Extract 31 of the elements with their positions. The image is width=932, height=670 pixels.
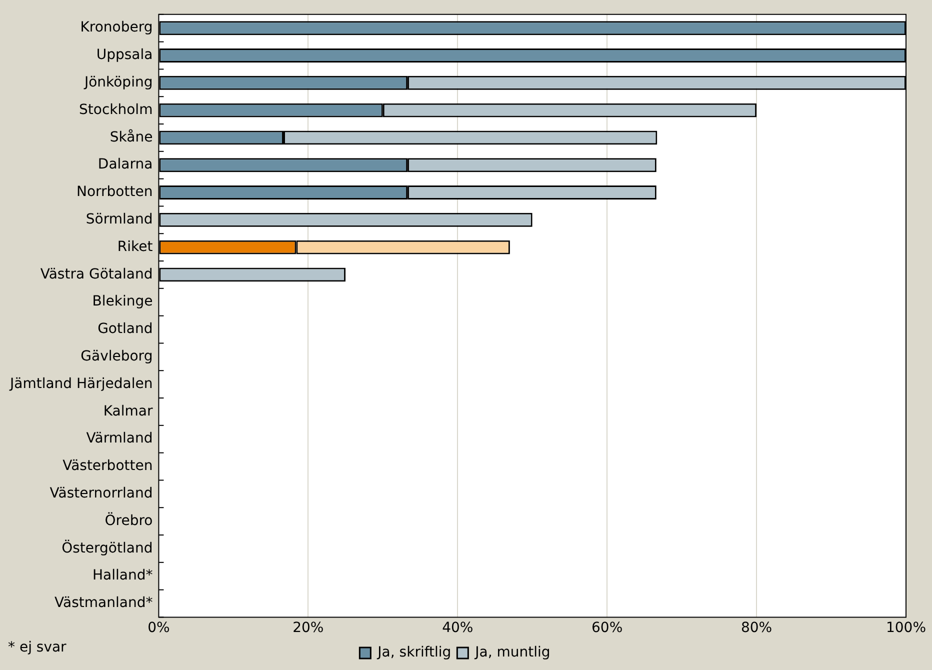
- y-tick-label: Värmland: [86, 430, 153, 447]
- y-tick-label: Kalmar: [103, 403, 153, 420]
- y-tick-label: Jönköping: [83, 74, 153, 91]
- y-tick-label: Kronoberg: [80, 20, 153, 36]
- y-tick-label: Västmanland*: [54, 595, 153, 612]
- x-tick-label: 20%: [292, 620, 324, 636]
- y-tick-label: Skåne: [110, 128, 153, 146]
- y-tick-label: Blekinge: [92, 294, 153, 310]
- y-tick-label: Örebro: [104, 512, 153, 529]
- x-tick-label: 100%: [886, 620, 926, 636]
- y-tick-label: Dalarna: [98, 156, 153, 173]
- y-tick-label: Jämtland Härjedalen: [8, 376, 153, 392]
- y-tick-label: Uppsala: [96, 47, 153, 64]
- y-tick-label: Halland*: [92, 568, 153, 584]
- legend-label: Ja, skriftlig: [376, 644, 452, 661]
- y-tick-label: Östergötland: [62, 539, 153, 556]
- legend-label: Ja, muntlig: [474, 644, 550, 661]
- x-tick-label: 40%: [442, 620, 474, 636]
- y-tick-label: Gotland: [98, 321, 153, 338]
- y-tick-label: Västra Götaland: [40, 266, 153, 282]
- y-tick-label: Sörmland: [86, 212, 153, 228]
- y-tick-label: Gävleborg: [80, 348, 153, 365]
- y-tick-label: Stockholm: [79, 102, 153, 118]
- x-tick-label: 80%: [740, 620, 772, 636]
- x-tick-label: 60%: [592, 620, 623, 636]
- y-tick-label: Norrbotten: [76, 184, 153, 200]
- text: * ej svar: [8, 640, 67, 656]
- x-tick-label: 0%: [148, 620, 170, 636]
- y-tick-label: Västernorrland: [50, 486, 153, 502]
- y-tick-label: Västerbotten: [62, 458, 153, 474]
- y-tick-label: Riket: [117, 238, 154, 255]
